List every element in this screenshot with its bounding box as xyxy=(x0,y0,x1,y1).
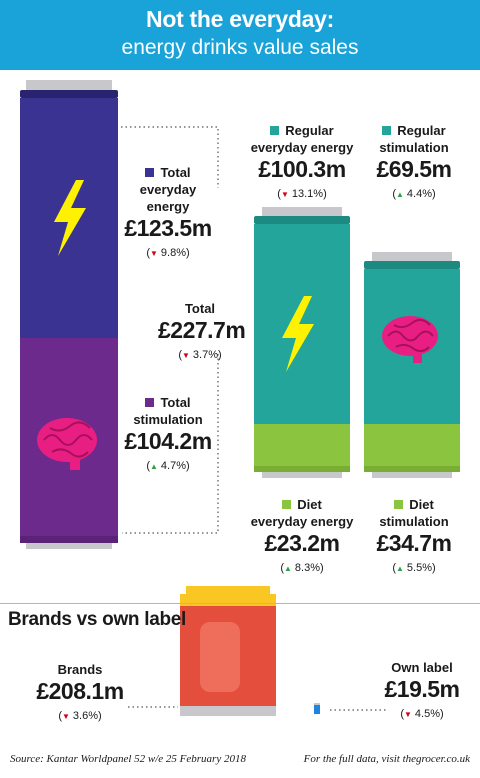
brands-can xyxy=(180,586,276,716)
change-total: 3.7% xyxy=(192,349,218,361)
source-note: Source: Kantar Worldpanel 52 w/e 25 Febr… xyxy=(10,753,246,765)
up-arrow-icon: ▲ xyxy=(284,564,292,573)
brain-icon xyxy=(382,316,438,363)
label-total-everyday: Total everyday energy £123.5m (▼ 9.8%) xyxy=(118,164,218,262)
legend-swatch xyxy=(394,500,404,509)
stimulation-can xyxy=(364,252,460,478)
label-regular-stimulation: Regular stimulation £69.5m (▲ 4.4%) xyxy=(368,122,460,203)
bar-own-label xyxy=(314,704,320,714)
change-diet-stimulation: 5.5% xyxy=(406,562,432,574)
down-arrow-icon: ▼ xyxy=(182,351,190,360)
up-arrow-icon: ▲ xyxy=(396,190,404,199)
brain-icon xyxy=(37,418,97,470)
change-regular-everyday: 13.1% xyxy=(291,188,324,200)
section-divider xyxy=(0,603,480,604)
label-diet-stimulation: Diet stimulation £34.7m (▲ 5.5%) xyxy=(368,496,460,577)
bar-diet-stimulation xyxy=(364,424,460,472)
change-diet-everyday: 8.3% xyxy=(294,562,320,574)
legend-swatch xyxy=(145,398,155,407)
value-own-label: £19.5m xyxy=(384,676,460,702)
label-diet-everyday: Diet everyday energy £23.2m (▲ 8.3%) xyxy=(246,496,358,577)
chart-subtitle: energy drinks value sales xyxy=(121,36,359,59)
value-total-stimulation: £104.2m xyxy=(124,428,212,454)
up-arrow-icon: ▲ xyxy=(150,462,158,471)
change-regular-stimulation: 4.4% xyxy=(406,188,432,200)
own-label-can xyxy=(314,703,320,714)
everyday-energy-can xyxy=(254,207,350,478)
change-total-everyday: 9.8% xyxy=(160,247,186,259)
connector-stimulation xyxy=(122,354,219,534)
up-arrow-icon: ▲ xyxy=(396,564,404,573)
legend-swatch xyxy=(382,126,392,135)
down-arrow-icon: ▼ xyxy=(280,190,289,199)
label-total-stimulation: Total stimulation £104.2m (▲ 4.7%) xyxy=(120,394,216,475)
value-total-everyday: £123.5m xyxy=(124,215,212,241)
label-total: Total £227.7m (▼ 3.7%) xyxy=(158,301,246,361)
down-arrow-icon: ▼ xyxy=(62,712,70,721)
legend-swatch xyxy=(270,126,280,135)
legend-swatch xyxy=(145,168,155,177)
down-arrow-icon: ▼ xyxy=(404,710,412,719)
header-banner: Not the everyday: energy drinks value sa… xyxy=(0,0,480,70)
value-diet-everyday: £23.2m xyxy=(264,530,340,556)
brands-section-title: Brands vs own label xyxy=(8,609,187,630)
total-can xyxy=(20,80,118,549)
value-diet-stimulation: £34.7m xyxy=(376,530,452,556)
label-regular-everyday: Regular everyday energy £100.3m (▼ 13.1%) xyxy=(246,122,358,203)
down-arrow-icon: ▼ xyxy=(150,249,158,258)
value-regular-everyday: £100.3m xyxy=(258,156,346,182)
legend-swatch xyxy=(282,500,292,509)
label-own-label: Own label £19.5m (▼ 4.5%) xyxy=(374,659,470,723)
value-total: £227.7m xyxy=(158,317,246,343)
connector-lines xyxy=(112,126,386,711)
lightning-icon xyxy=(282,296,314,372)
lightning-icon xyxy=(54,180,86,256)
change-brands: 3.6% xyxy=(72,710,98,722)
footer-link[interactable]: For the full data, visit thegrocer.co.uk xyxy=(303,753,470,765)
value-brands: £208.1m xyxy=(36,678,124,704)
value-regular-stimulation: £69.5m xyxy=(376,156,452,182)
chart-title: Not the everyday: xyxy=(146,6,334,32)
change-total-stimulation: 4.7% xyxy=(160,460,186,472)
change-own-label: 4.5% xyxy=(414,708,440,720)
label-brands: Brands £208.1m (▼ 3.6%) xyxy=(30,661,130,725)
bar-diet-everyday xyxy=(254,424,350,472)
